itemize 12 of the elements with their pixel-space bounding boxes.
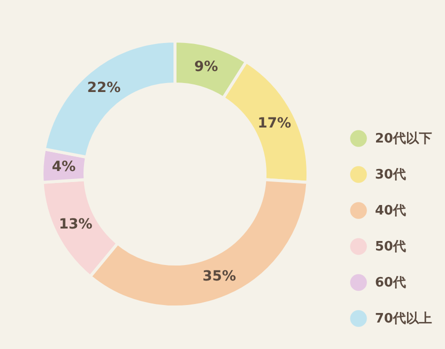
data-label: 9% bbox=[194, 58, 218, 75]
legend-label: 60代 bbox=[375, 276, 406, 290]
data-label: 22% bbox=[87, 80, 121, 96]
data-label: 4% bbox=[52, 159, 76, 175]
legend-label: 50代 bbox=[375, 240, 406, 254]
legend-label: 20代以下 bbox=[375, 132, 432, 146]
legend-label: 70代以上 bbox=[375, 312, 432, 326]
data-label: 35% bbox=[202, 268, 236, 284]
legend-label: 30代 bbox=[375, 168, 406, 182]
data-label: 13% bbox=[58, 216, 92, 233]
legend-label: 40代 bbox=[375, 204, 406, 218]
data-label: 17% bbox=[258, 115, 292, 132]
